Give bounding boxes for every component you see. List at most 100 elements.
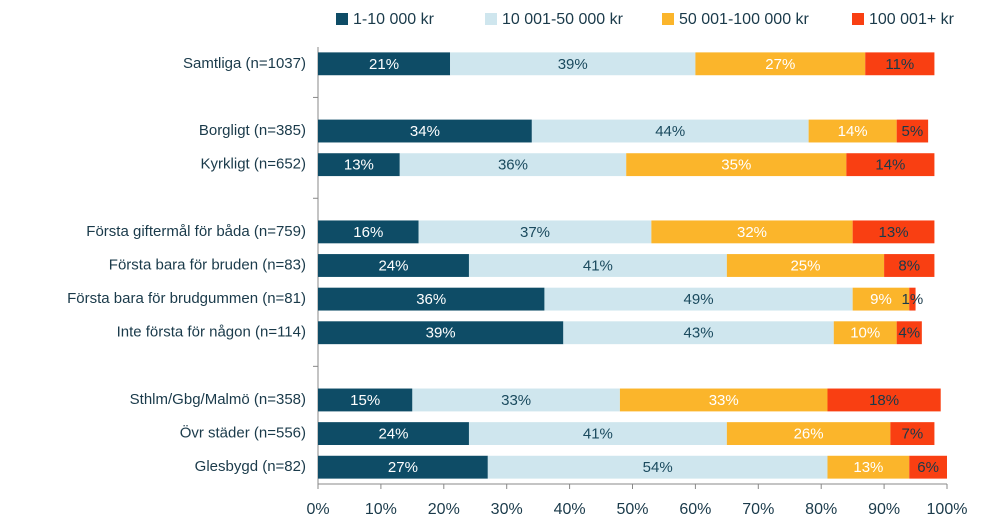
data-label: 33% [709,392,739,409]
bar-segment [318,321,564,345]
legend-swatch [662,13,674,25]
data-label: 1% [902,291,924,308]
x-tick-label: 40% [554,501,586,518]
data-label: 25% [790,257,820,274]
data-label: 14% [838,123,868,140]
data-label: 44% [655,123,685,140]
data-label: 49% [684,291,714,308]
bar-segment [468,254,727,277]
bar-segment [468,422,727,446]
bar-segment [896,321,922,345]
bar-segment [852,287,910,311]
data-label: 9% [870,291,892,308]
bar-segment [884,254,935,277]
data-label: 26% [794,426,824,443]
x-tick-label: 10% [365,501,397,518]
x-tick-label: 50% [616,501,648,518]
bar-segment [318,455,488,479]
data-label: 14% [875,157,905,174]
y-tick-label: Första bara för brudgummen (n=81) [67,290,306,307]
bar-segment [846,153,935,177]
data-label: 39% [558,56,588,73]
bar-segment [318,254,469,277]
y-tick-label: Sthlm/Gbg/Malmö (n=358) [130,391,306,408]
legend-label: 10 001-50 000 kr [502,11,624,28]
bar-segment [619,388,828,412]
x-tick-label: 20% [428,501,460,518]
x-tick-label: 70% [742,501,774,518]
data-label: 41% [583,426,613,443]
data-label: 7% [902,426,924,443]
bar-segment [827,455,910,479]
bar-segment [833,321,897,345]
data-label: 13% [344,157,374,174]
bar-segment [695,52,866,76]
x-tick-label: 80% [805,501,837,518]
bar-segment [531,119,809,143]
data-label: 16% [353,224,383,241]
data-label: 33% [501,392,531,409]
data-label: 5% [902,123,924,140]
y-tick-label: Borgligt (n=385) [199,122,306,139]
data-label: 24% [378,257,408,274]
y-tick-label: Första bara för bruden (n=83) [109,256,306,273]
bar-segment [626,153,847,177]
x-tick-label: 90% [868,501,900,518]
bar-segment [909,287,916,311]
data-label: 6% [917,459,939,476]
y-tick-label: Första giftermål för båda (n=759) [86,223,306,240]
bar-segment [651,220,853,244]
data-label: 39% [426,325,456,342]
bar-segment [418,220,652,244]
bar-segment [318,422,469,446]
data-label: 37% [520,224,550,241]
bar-segment [827,388,941,412]
bar-segment [318,153,400,177]
bar-segment [318,287,545,311]
data-label: 27% [765,56,795,73]
bar-segment [808,119,897,143]
data-label: 11% [885,56,914,73]
data-label: 41% [583,257,613,274]
data-label: 13% [853,459,883,476]
data-label: 27% [388,459,418,476]
x-tick-label: 30% [491,501,523,518]
y-tick-label: Glesbygd (n=82) [195,458,306,475]
legend-label: 50 001-100 000 kr [679,11,810,28]
bar-segment [909,455,947,479]
bar-segment [399,153,627,177]
bar-segment [318,220,419,244]
bar-segment [726,422,891,446]
legend-swatch [485,13,497,25]
bar-segment [450,52,696,76]
data-label: 36% [498,157,528,174]
data-label: 4% [898,325,920,342]
data-label: 36% [416,291,446,308]
y-tick-label: Samtliga (n=1037) [183,55,306,72]
bar-segment [865,52,935,76]
data-label: 18% [869,392,899,409]
data-label: 13% [879,224,909,241]
data-label: 34% [410,123,440,140]
bar-segment [563,321,834,345]
bar-segment [318,119,532,143]
bar-segment [318,388,413,412]
y-tick-label: Inte första för någon (n=114) [117,324,306,341]
bar-segment [544,287,853,311]
data-label: 21% [369,56,399,73]
bar-segment [318,52,451,76]
data-label: 15% [350,392,380,409]
legend-swatch [336,13,348,25]
bar-segment [890,422,935,446]
data-label: 8% [898,257,920,274]
data-label: 43% [684,325,714,342]
data-label: 32% [737,224,767,241]
bar-segment [896,119,929,143]
data-label: 35% [721,157,751,174]
bar-segment [726,254,885,277]
legend-swatch [852,13,864,25]
bar-segment [412,388,620,412]
legend-label: 100 001+ kr [869,11,955,28]
bar-segment [852,220,935,244]
